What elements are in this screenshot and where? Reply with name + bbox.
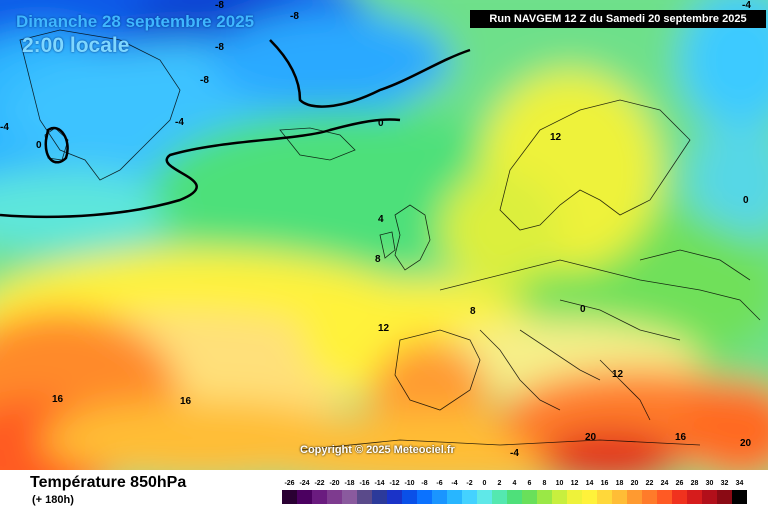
color-legend: -26 -24 -22 -20 -18 -16 -14 -12 -10 -8 -6 -4 -2 0 2 4 6 8…	[282, 480, 747, 504]
temperature-map: -8 -8 -8 -8 -4 -4 -4 0 0 0 4 8 8 12 12 1…	[0, 0, 768, 470]
legend-swatch	[522, 490, 537, 504]
legend-swatch	[462, 490, 477, 504]
legend-label: -18	[344, 480, 354, 487]
legend-label: 14	[586, 480, 594, 487]
legend-swatch	[642, 490, 657, 504]
iso-label: -4	[510, 448, 519, 459]
legend-label: -14	[374, 480, 384, 487]
legend-label: -4	[451, 480, 457, 487]
legend-label: -16	[359, 480, 369, 487]
legend-label: 18	[616, 480, 624, 487]
legend-swatch	[327, 490, 342, 504]
iso-label: -4	[742, 0, 751, 11]
legend-label: 22	[646, 480, 654, 487]
temperature-field	[0, 0, 768, 470]
legend-swatch	[402, 490, 417, 504]
legend-label: 4	[513, 480, 517, 487]
legend-swatch	[597, 490, 612, 504]
legend-swatch	[702, 490, 717, 504]
legend-label: -26	[284, 480, 294, 487]
legend-label: 0	[483, 480, 487, 487]
legend-swatch	[657, 490, 672, 504]
legend-label: -2	[466, 480, 472, 487]
iso-label: 20	[740, 438, 752, 449]
iso-label: 16	[52, 394, 64, 405]
parameter-title: Température 850hPa	[30, 474, 187, 491]
legend-swatch	[282, 490, 297, 504]
iso-label: 20	[585, 432, 597, 443]
legend-label: 30	[706, 480, 714, 487]
iso-label: -8	[200, 75, 209, 86]
legend-label: -22	[314, 480, 324, 487]
legend-swatch	[372, 490, 387, 504]
legend-label: 28	[691, 480, 699, 487]
iso-label: 16	[180, 396, 192, 407]
legend-label: 16	[601, 480, 609, 487]
legend-swatch	[507, 490, 522, 504]
iso-label: 0	[36, 140, 42, 151]
legend-label: 6	[528, 480, 532, 487]
iso-label: -8	[215, 42, 224, 53]
iso-label: -8	[215, 0, 224, 11]
legend-label: 34	[736, 480, 744, 487]
iso-label: 12	[550, 132, 562, 143]
iso-label: 12	[378, 323, 390, 334]
legend-label: 2	[498, 480, 502, 487]
legend-swatch	[387, 490, 402, 504]
legend-swatch	[672, 490, 687, 504]
legend-label: 26	[676, 480, 684, 487]
forecast-time: 2:00 locale	[22, 34, 130, 57]
iso-label: 8	[375, 254, 381, 265]
iso-label: 0	[580, 304, 586, 315]
legend-swatch	[312, 490, 327, 504]
legend-label: -12	[389, 480, 399, 487]
iso-label: 0	[743, 195, 749, 206]
iso-label: 0	[378, 118, 384, 129]
legend-swatch	[537, 490, 552, 504]
legend-swatch	[582, 490, 597, 504]
legend-swatch	[297, 490, 312, 504]
legend-label: -8	[421, 480, 427, 487]
legend-swatch	[732, 490, 747, 504]
legend-label: 24	[661, 480, 669, 487]
iso-label: 12	[612, 369, 624, 380]
legend-label: -20	[329, 480, 339, 487]
legend-swatch	[342, 490, 357, 504]
iso-label: -4	[175, 117, 184, 128]
legend-label: 32	[721, 480, 729, 487]
legend-swatch	[627, 490, 642, 504]
legend-label: -10	[404, 480, 414, 487]
legend-swatch	[432, 490, 447, 504]
legend-swatch	[717, 490, 732, 504]
iso-label: 8	[470, 306, 476, 317]
legend-swatch	[687, 490, 702, 504]
legend-swatch	[477, 490, 492, 504]
isotherms	[0, 39, 471, 219]
legend-swatch	[492, 490, 507, 504]
lead-time: (+ 180h)	[32, 494, 74, 506]
iso-label: -4	[0, 122, 9, 133]
copyright-text: Copyright © 2025 Meteociel.fr	[300, 444, 455, 456]
legend-swatch	[417, 490, 432, 504]
isotherm-labels: -8 -8 -8 -8 -4 -4 -4 0 0 0 4 8 8 12 12 1…	[0, 0, 752, 459]
coastlines	[19, 29, 761, 451]
legend-label: -24	[299, 480, 309, 487]
legend-label: 20	[631, 480, 639, 487]
legend-swatch	[552, 490, 567, 504]
iso-label: 4	[378, 214, 384, 225]
legend-label: 12	[571, 480, 579, 487]
model-run-banner: Run NAVGEM 12 Z du Samedi 20 septembre 2…	[470, 10, 766, 28]
legend-swatch	[567, 490, 582, 504]
legend-label: -6	[436, 480, 442, 487]
iso-label: -8	[290, 11, 299, 22]
legend-label: 8	[543, 480, 547, 487]
forecast-date: Dimanche 28 septembre 2025	[16, 12, 255, 31]
legend-label: 10	[556, 480, 564, 487]
legend-swatch	[447, 490, 462, 504]
iso-label: 16	[675, 432, 687, 443]
legend-swatch	[612, 490, 627, 504]
legend-swatch	[357, 490, 372, 504]
